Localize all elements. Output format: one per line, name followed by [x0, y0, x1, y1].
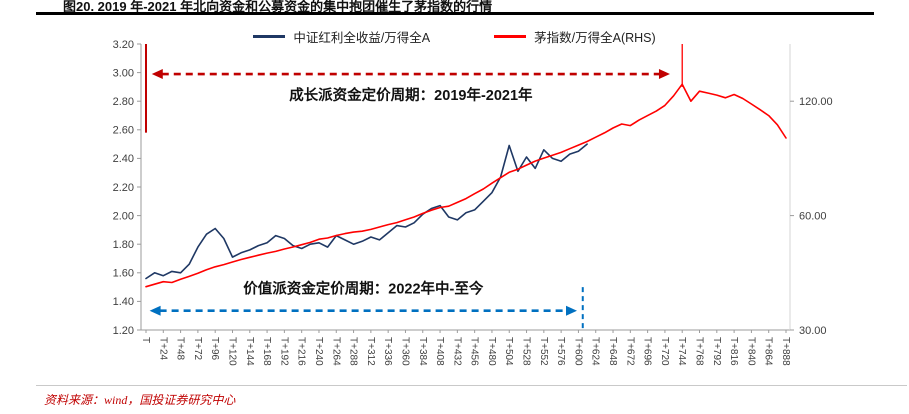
x-axis-label: T+408 [434, 337, 445, 366]
value-period-label: 价值派资金定价周期：2022年中-至今 [243, 280, 484, 298]
x-axis-label: T+624 [590, 337, 601, 366]
y-axis-label: 1.40 [113, 296, 134, 308]
growth-period-arrowhead-right [658, 69, 670, 80]
x-axis-label: T+24 [157, 337, 168, 361]
source-note: 资料来源：wind，国投证券研究中心 [36, 385, 907, 408]
x-axis-label: T+552 [538, 337, 549, 366]
x-axis-label: T+816 [728, 337, 739, 366]
y-axis-label: 1.20 [113, 325, 134, 337]
right-axis-label: 30.00 [799, 325, 827, 337]
x-axis-label: T+192 [278, 337, 289, 366]
x-axis-label: T+312 [365, 337, 376, 366]
x-axis-label: T+840 [745, 337, 756, 366]
x-axis-label: T+864 [763, 337, 774, 366]
x-axis-label: T+504 [503, 337, 514, 366]
x-axis-label: T+720 [659, 337, 670, 366]
x-axis-label: T+48 [175, 337, 186, 361]
x-axis-label: T+360 [399, 337, 410, 366]
y-axis-label: 3.20 [113, 39, 134, 51]
y-axis-label: 2.20 [113, 182, 134, 194]
y-axis-label: 1.60 [113, 268, 134, 280]
mao-index-series-line [145, 83, 787, 288]
x-axis-label: T [140, 337, 151, 343]
dividend-series-line [145, 143, 588, 280]
legend-swatch-mao [494, 35, 527, 38]
y-axis-label: 3.00 [113, 67, 134, 79]
x-axis-label: T+144 [244, 337, 255, 366]
y-axis-label: 2.60 [113, 125, 134, 137]
chart-plot-area: 3.20 3.00 2.80 2.60 2.40 2.20 2.00 1.80 1.60 1.40… [113, 39, 833, 366]
x-axis-label: T+696 [642, 337, 653, 366]
x-axis-label: T+168 [261, 337, 272, 366]
x-axis-label: T+120 [226, 337, 237, 366]
x-axis-label: T+384 [417, 337, 428, 366]
growth-period-arrowhead-left [151, 69, 163, 80]
y-axis-label: 1.80 [113, 239, 134, 251]
x-axis-label: T+792 [711, 337, 722, 366]
x-axis-label: T+216 [296, 337, 307, 366]
x-axis-label: T+648 [607, 337, 618, 366]
x-axis-label: T+672 [624, 337, 635, 366]
x-axis-label: T+72 [192, 337, 203, 361]
x-axis-label: T+288 [348, 337, 359, 366]
x-axis-label: T+264 [330, 337, 341, 366]
value-period-arrowhead-left [149, 305, 161, 316]
y-axis-label: 2.80 [113, 96, 134, 108]
x-axis-label: T+744 [676, 337, 687, 366]
x-axis-label: T+240 [313, 337, 324, 366]
value-period-arrowhead-right [565, 305, 577, 316]
x-axis-label: T+480 [486, 337, 497, 366]
legend-item-mao-index: 茅指数/万得全A(RHS) [494, 27, 656, 46]
x-axis-label: T+456 [469, 337, 480, 366]
x-axis-label: T+528 [521, 337, 532, 366]
x-axis-label: T+432 [451, 337, 462, 366]
growth-period-label: 成长派资金定价周期：2019年-2021年 [289, 86, 533, 104]
x-axis-label: T+768 [694, 337, 705, 366]
y-axis-label: 2.40 [113, 153, 134, 165]
chart-legend: 中证红利全收益/万得全A 茅指数/万得全A(RHS) [0, 27, 909, 46]
legend-label-dividend: 中证红利全收益/万得全A [293, 31, 431, 45]
y-axis-label: 2.00 [113, 210, 134, 222]
figure-title: 图20. 2019 年-2021 年北向资金和公募资金的集中抱团催生了茅指数的行… [36, 0, 874, 15]
x-axis-label: T+576 [555, 337, 566, 366]
x-axis-label: T+888 [780, 337, 791, 366]
x-axis-label: T+336 [382, 337, 393, 366]
legend-item-dividend-index: 中证红利全收益/万得全A [253, 27, 430, 46]
x-axis-label: T+600 [572, 337, 583, 366]
legend-label-mao: 茅指数/万得全A(RHS) [534, 31, 656, 45]
right-axis-label: 60.00 [799, 210, 827, 222]
legend-swatch-dividend [253, 35, 286, 38]
right-axis-label: 120.00 [799, 96, 833, 108]
x-axis-label: T+96 [209, 337, 220, 361]
